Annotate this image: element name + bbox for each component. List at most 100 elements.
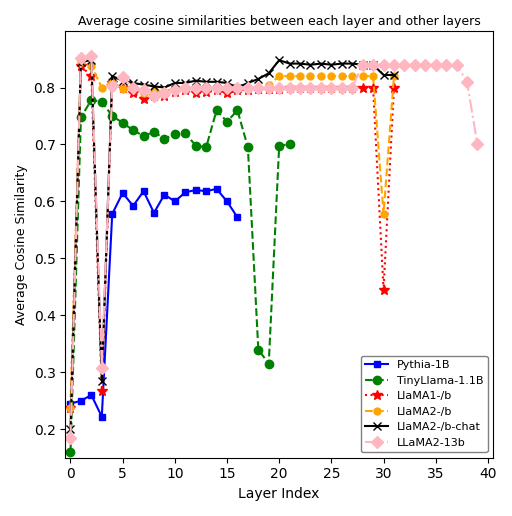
- Legend: Pythia-1B, TinyLlama-1.1B, LlaMA1-/b, LlaMA2-/b, LlaMA2-/b-chat, LLaMA2-13b: Pythia-1B, TinyLlama-1.1B, LlaMA1-/b, Ll…: [361, 356, 487, 452]
- TinyLlama-1.1B: [88, 97, 94, 103]
- TinyLlama-1.1B: [276, 142, 282, 149]
- LlaMA2-/b: [276, 73, 282, 79]
- Title: Average cosine similarities between each layer and other layers: Average cosine similarities between each…: [78, 15, 481, 28]
- LlaMA2-/b-chat: [339, 60, 345, 67]
- LLaMA2-13b: [68, 434, 74, 441]
- LlaMA1-/b: [318, 85, 324, 91]
- LlaMA1-/b: [276, 86, 282, 92]
- LlaMA2-/b-chat: [245, 80, 251, 86]
- LlaMA2-/b-chat: [276, 57, 282, 63]
- Pythia-1B: [182, 189, 188, 196]
- LlaMA2-/b: [130, 83, 136, 89]
- LlaMA2-/b: [266, 82, 272, 88]
- LlaMA1-/b: [307, 85, 313, 91]
- LlaMA2-/b: [359, 73, 366, 79]
- LLaMA2-13b: [151, 93, 157, 99]
- LlaMA2-/b-chat: [68, 426, 74, 432]
- LlaMA1-/b: [287, 85, 293, 91]
- Pythia-1B: [151, 209, 157, 216]
- TinyLlama-1.1B: [255, 346, 262, 352]
- LlaMA2-/b: [380, 211, 387, 217]
- LLaMA2-13b: [318, 85, 324, 91]
- LlaMA2-/b-chat: [318, 60, 324, 67]
- LLaMA2-13b: [140, 87, 146, 93]
- LlaMA2-/b-chat: [99, 378, 105, 384]
- LlaMA2-/b-chat: [328, 61, 334, 68]
- TinyLlama-1.1B: [245, 144, 251, 150]
- LlaMA2-/b-chat: [224, 80, 230, 86]
- LLaMA2-13b: [339, 85, 345, 91]
- TinyLlama-1.1B: [234, 107, 241, 114]
- LlaMA1-/b: [266, 86, 272, 92]
- LLaMA2-13b: [88, 53, 94, 59]
- LlaMA2-/b: [193, 85, 199, 91]
- TinyLlama-1.1B: [99, 99, 105, 105]
- LLaMA2-13b: [172, 87, 178, 93]
- LlaMA1-/b: [193, 90, 199, 96]
- LLaMA2-13b: [245, 85, 251, 91]
- LlaMA2-/b-chat: [109, 73, 115, 79]
- LlaMA2-/b: [88, 63, 94, 69]
- LlaMA2-/b-chat: [255, 76, 262, 82]
- LlaMA2-/b: [109, 79, 115, 85]
- LLaMA2-13b: [266, 85, 272, 91]
- Pythia-1B: [234, 214, 241, 220]
- LlaMA2-/b-chat: [307, 61, 313, 68]
- LlaMA2-/b: [224, 85, 230, 91]
- LlaMA2-/b: [99, 85, 105, 91]
- LlaMA1-/b: [182, 87, 188, 93]
- LLaMA2-13b: [276, 85, 282, 91]
- LlaMA2-/b: [214, 85, 220, 91]
- LlaMA1-/b: [214, 87, 220, 93]
- LlaMA1-/b: [99, 388, 105, 394]
- LlaMA1-/b: [328, 85, 334, 91]
- LLaMA2-13b: [454, 61, 460, 68]
- LLaMA2-13b: [349, 85, 355, 91]
- LlaMA2-/b: [370, 73, 376, 79]
- LlaMA2-/b-chat: [287, 60, 293, 67]
- Line: LlaMA2-/b: LlaMA2-/b: [67, 58, 397, 411]
- LLaMA2-13b: [99, 365, 105, 371]
- LLaMA2-13b: [328, 85, 334, 91]
- LlaMA2-/b-chat: [88, 57, 94, 63]
- LlaMA2-/b-chat: [234, 85, 241, 91]
- LlaMA2-/b: [255, 85, 262, 91]
- LlaMA1-/b: [151, 93, 157, 99]
- TinyLlama-1.1B: [287, 141, 293, 148]
- LlaMA2-/b-chat: [359, 61, 366, 68]
- LLaMA2-13b: [359, 61, 366, 68]
- LlaMA1-/b: [297, 85, 303, 91]
- LlaMA1-/b: [161, 93, 167, 99]
- LlaMA2-/b: [287, 73, 293, 79]
- TinyLlama-1.1B: [130, 127, 136, 133]
- LLaMA2-13b: [433, 61, 439, 68]
- LLaMA2-13b: [297, 85, 303, 91]
- LlaMA2-/b: [391, 73, 397, 79]
- LLaMA2-13b: [464, 79, 470, 85]
- Pythia-1B: [109, 211, 115, 217]
- Pythia-1B: [224, 198, 230, 204]
- LlaMA1-/b: [359, 85, 366, 91]
- LlaMA2-/b-chat: [203, 79, 209, 85]
- TinyLlama-1.1B: [109, 113, 115, 119]
- Pythia-1B: [140, 188, 146, 194]
- Pythia-1B: [214, 186, 220, 192]
- Y-axis label: Average Cosine Similarity: Average Cosine Similarity: [15, 164, 28, 325]
- LLaMA2-13b: [422, 61, 429, 68]
- Pythia-1B: [68, 400, 74, 407]
- Pythia-1B: [78, 398, 84, 404]
- LlaMA2-/b: [307, 73, 313, 79]
- TinyLlama-1.1B: [161, 136, 167, 142]
- LlaMA2-/b-chat: [140, 82, 146, 88]
- LLaMA2-13b: [234, 85, 241, 91]
- LlaMA2-/b: [120, 86, 126, 92]
- LlaMA1-/b: [140, 96, 146, 102]
- LlaMA1-/b: [255, 86, 262, 92]
- LlaMA2-/b-chat: [266, 70, 272, 76]
- LlaMA1-/b: [172, 89, 178, 95]
- Line: TinyLlama-1.1B: TinyLlama-1.1B: [67, 96, 294, 456]
- LlaMA1-/b: [339, 85, 345, 91]
- TinyLlama-1.1B: [182, 130, 188, 136]
- LLaMA2-13b: [307, 85, 313, 91]
- LlaMA2-/b-chat: [391, 72, 397, 78]
